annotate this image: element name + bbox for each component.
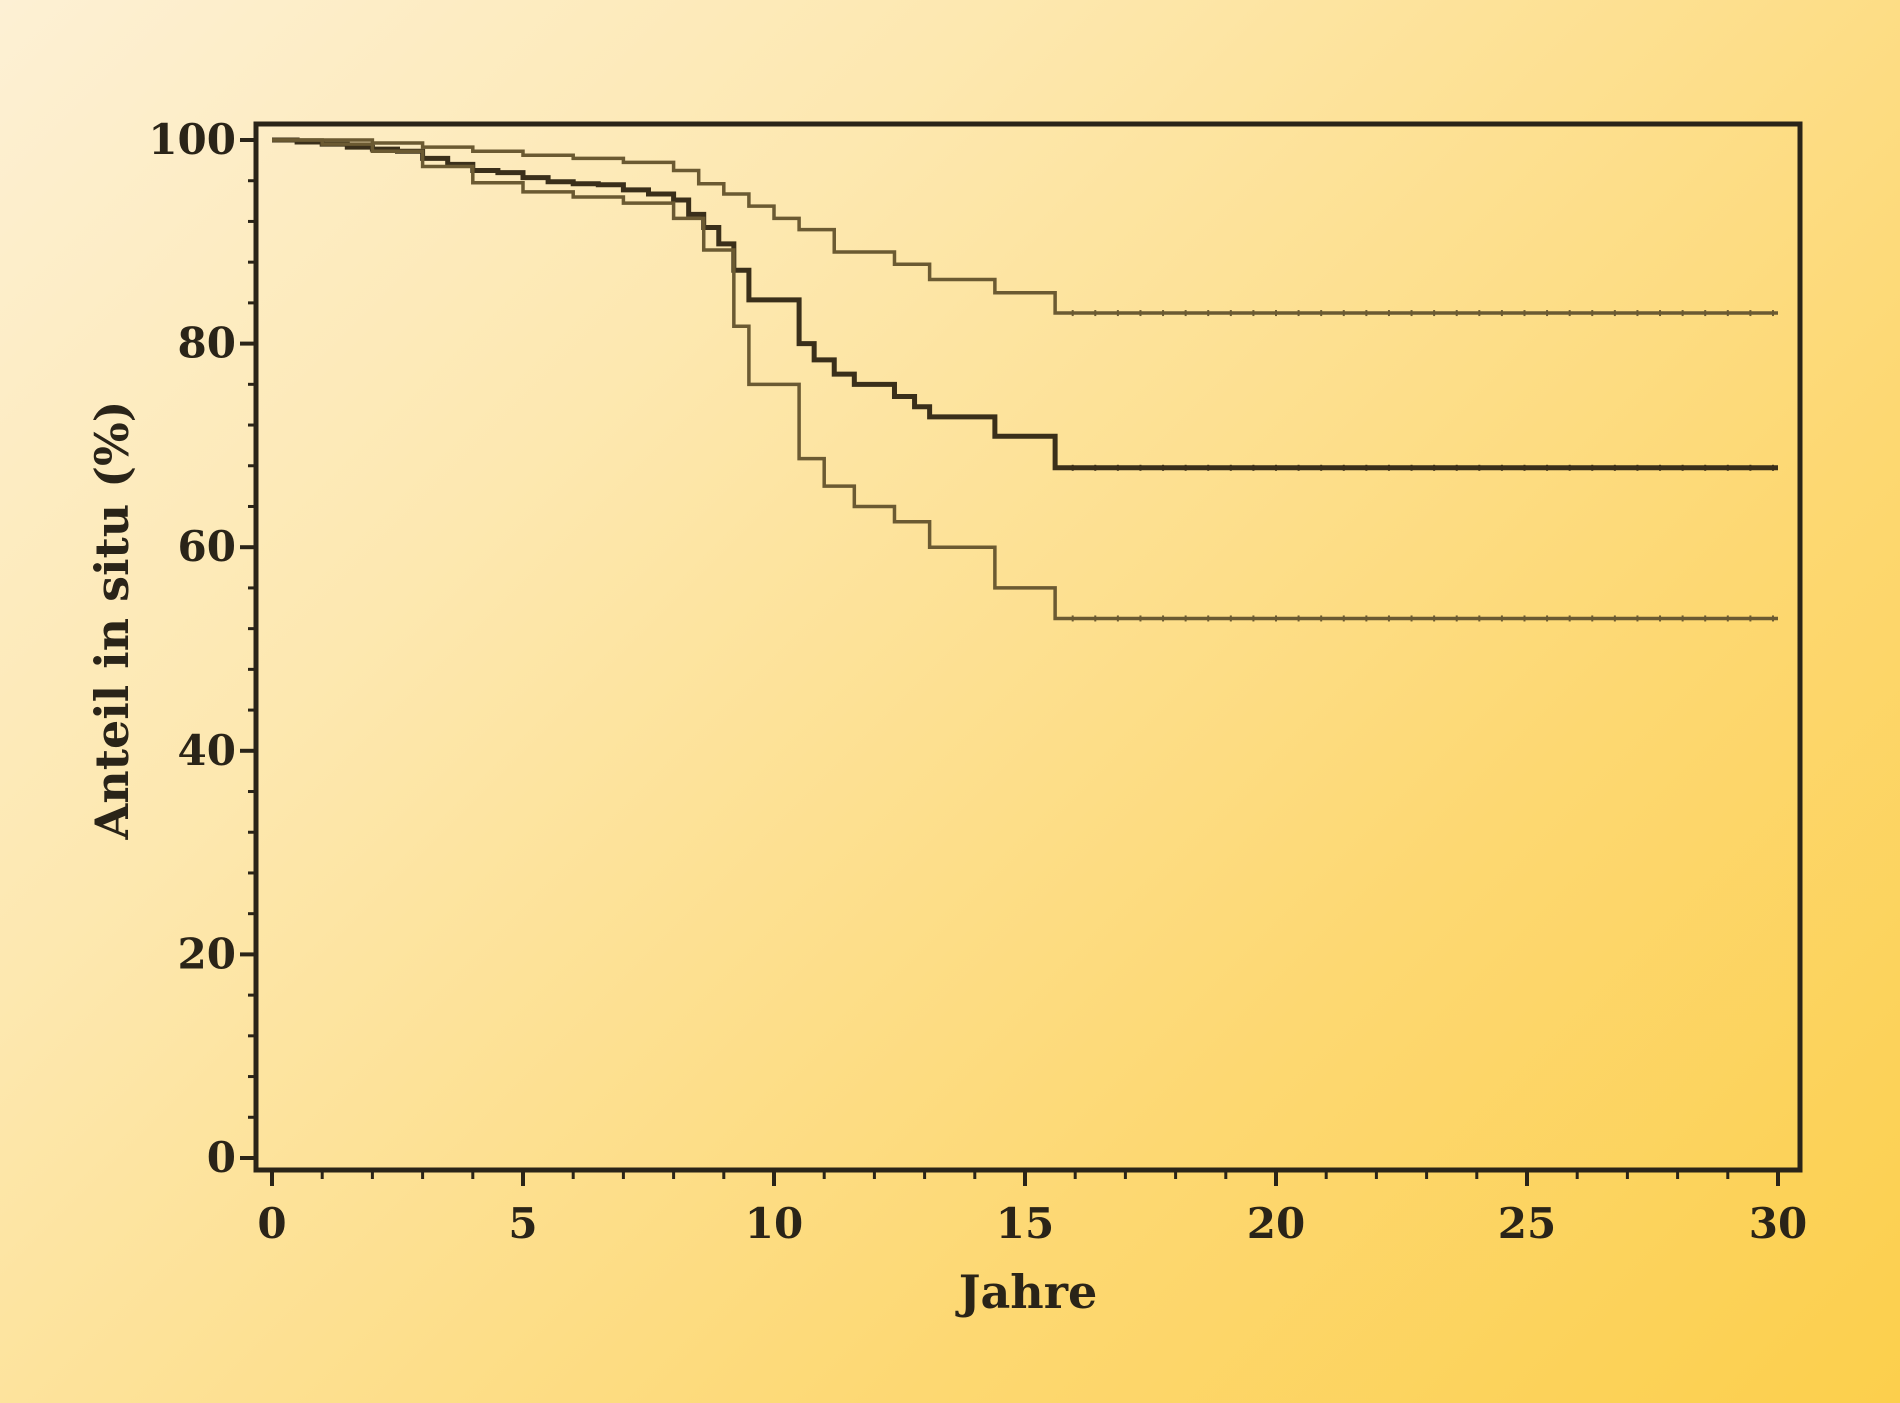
y-axis-title: Anteil in situ (%) [85, 401, 139, 841]
series-line-upper [272, 138, 1778, 315]
x-tick-label: 0 [257, 1199, 286, 1248]
y-tick-label: 0 [207, 1133, 236, 1182]
series-layer [272, 137, 1778, 622]
plot-border [253, 121, 1803, 1173]
y-tick-label: 20 [178, 929, 236, 978]
x-tick-label: 10 [745, 1199, 803, 1248]
plot-frame [253, 121, 1803, 1173]
series-line-lower [272, 138, 1778, 621]
y-axis: 0 20 40 60 80 100 [148, 115, 256, 1182]
x-tick-label: 20 [1247, 1199, 1305, 1248]
x-tick-label: 5 [508, 1199, 537, 1248]
x-tick-label: 25 [1498, 1199, 1556, 1248]
x-tick-label: 15 [996, 1199, 1054, 1248]
x-axis-title: Jahre [955, 1265, 1098, 1319]
x-axis: 0 5 10 15 20 25 30 [257, 1170, 1807, 1248]
series-line-estimate [272, 137, 1778, 471]
x-tick-label: 30 [1749, 1199, 1807, 1248]
y-tick-label: 60 [178, 522, 236, 571]
y-tick-label: 40 [178, 726, 236, 775]
y-tick-label: 100 [148, 115, 236, 164]
y-tick-label: 80 [178, 319, 236, 368]
